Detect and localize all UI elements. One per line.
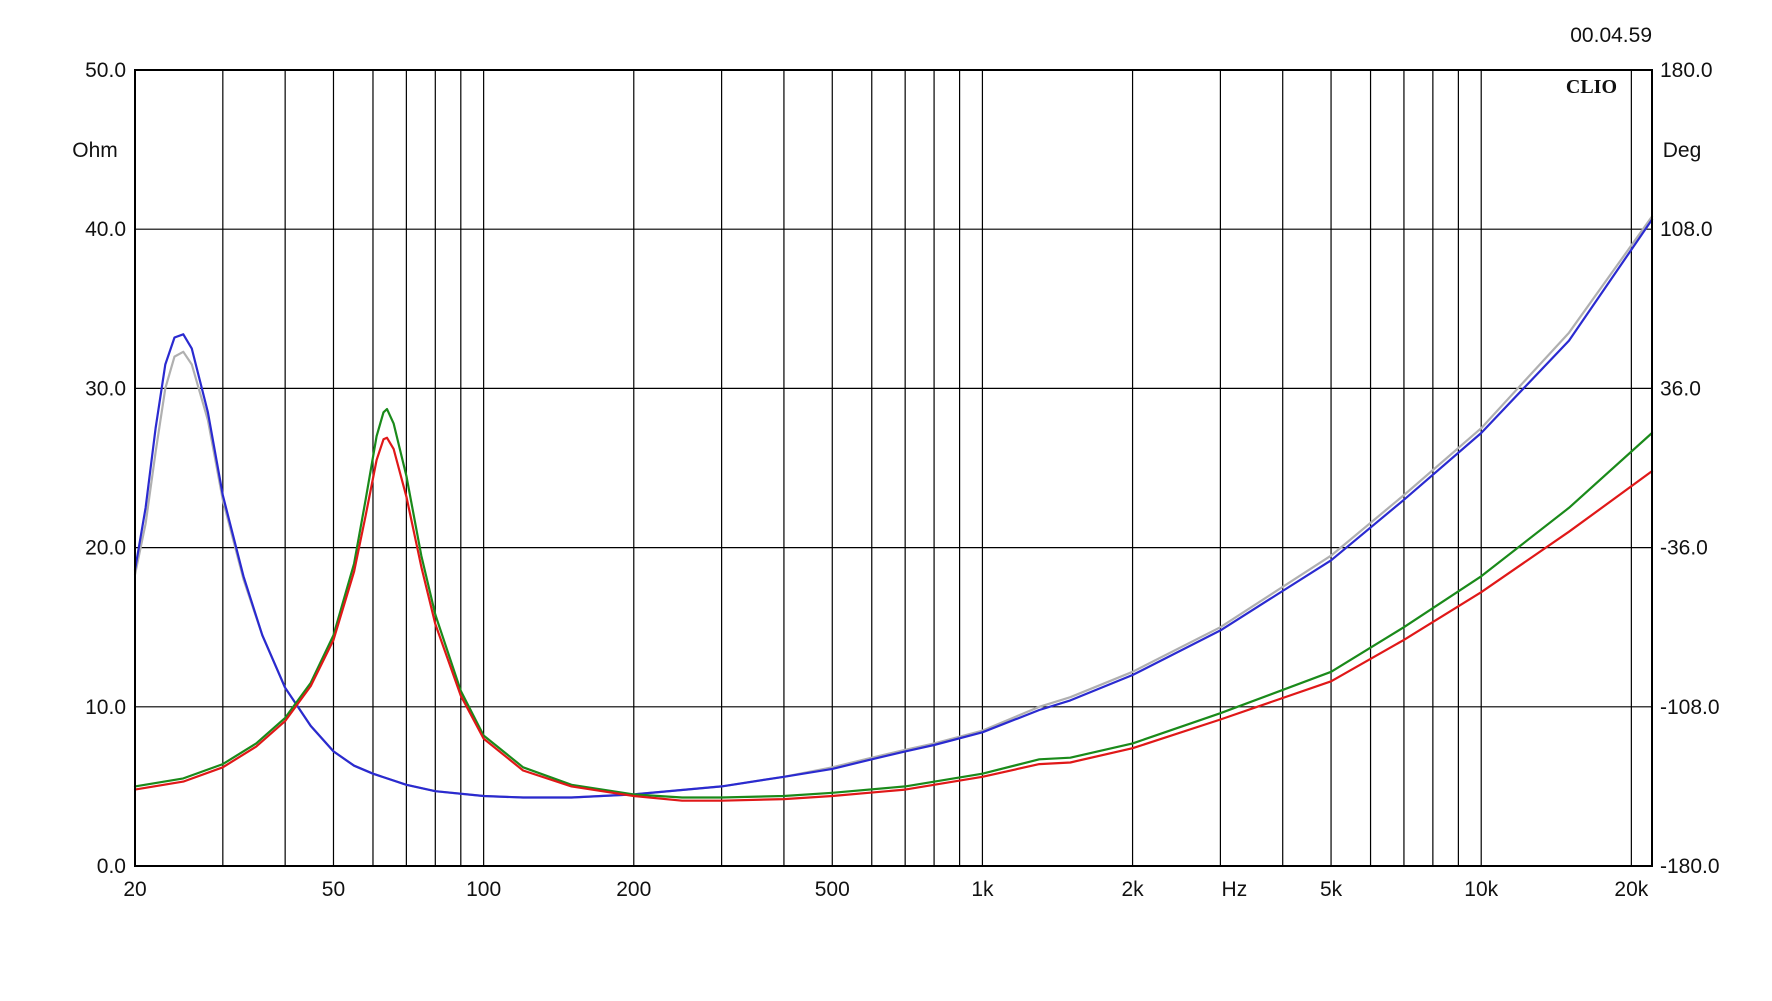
plot-frame — [134, 69, 1653, 867]
x-tick-label: 20k — [1614, 878, 1648, 901]
x-tick-label: 1k — [971, 878, 994, 901]
series-group — [133, 215, 1654, 802]
y-left-tick-label: 10.0 — [85, 696, 126, 719]
left-axis-label: Ohm — [72, 139, 118, 162]
x-tick-label: 100 — [466, 878, 501, 901]
clio-logo: CLIO — [1566, 76, 1617, 98]
x-tick-label: 50 — [322, 878, 345, 901]
y-left-tick-label: 40.0 — [85, 218, 126, 241]
x-tick-label: 200 — [616, 878, 651, 901]
y-right-tick-label: -36.0 — [1660, 537, 1708, 560]
series-line-2 — [133, 218, 1654, 799]
x-tick-label: 20 — [123, 878, 146, 901]
x-tick-label: 5k — [1320, 878, 1343, 901]
x-tick-label: 10k — [1464, 878, 1498, 901]
timestamp: 00.04.59 — [1570, 24, 1652, 47]
y-left-tick-label: 50.0 — [85, 59, 126, 82]
y-right-tick-label: 108.0 — [1660, 218, 1713, 241]
series-line-3 — [133, 408, 1654, 799]
grid — [135, 70, 1652, 866]
x-tick-label: 500 — [815, 878, 850, 901]
y-left-tick-label: 20.0 — [85, 537, 126, 560]
x-tick-label: 2k — [1121, 878, 1144, 901]
series-line-4 — [133, 436, 1654, 802]
y-right-tick-label: 36.0 — [1660, 377, 1701, 400]
y-left-tick-label: 0.0 — [97, 855, 126, 878]
y-left-tick-label: 30.0 — [85, 377, 126, 400]
y-right-tick-label: 180.0 — [1660, 59, 1713, 82]
y-right-tick-label: -180.0 — [1660, 855, 1720, 878]
right-axis-label: Deg — [1663, 139, 1702, 162]
x-unit-label: Hz — [1222, 878, 1248, 901]
axis-labels: 20 50 100 200 500 1k 2k 5k 10k 20k Hz 0.0 10.0 20.0 30… — [85, 59, 1719, 901]
y-right-tick-label: -108.0 — [1660, 696, 1720, 719]
